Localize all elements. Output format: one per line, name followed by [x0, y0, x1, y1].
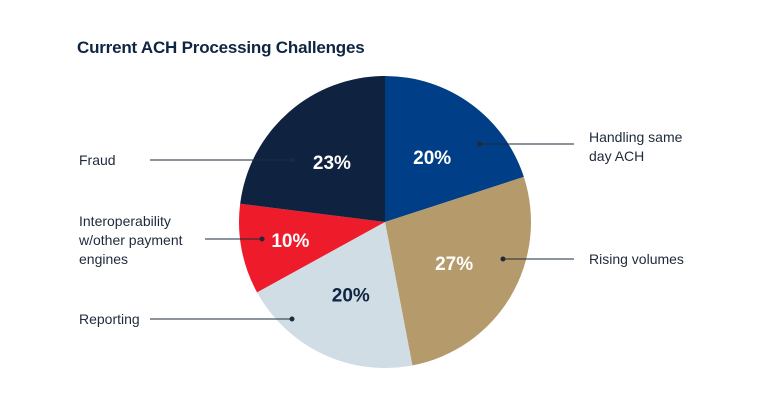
pie-slice-handling-same-day-ach [385, 76, 524, 222]
label-reporting: Reporting [79, 311, 140, 327]
label-rising-volumes: Rising volumes [589, 251, 684, 267]
leader-dot-interop [259, 236, 265, 242]
pie-value-label-handling-same-day-ach: 20% [413, 148, 451, 169]
pie-slice-reporting [257, 222, 413, 368]
pie-slice-rising-volumes [385, 176, 531, 366]
chart-title: Current ACH Processing Challenges [77, 38, 365, 57]
pie-slice-interoperability [239, 203, 385, 293]
leader-dot-fraud [289, 157, 295, 163]
pie-value-label-fraud: 23% [313, 153, 351, 174]
pie-value-label-rising-volumes: 27% [435, 254, 473, 275]
pie-value-label-reporting: 20% [332, 286, 370, 307]
leader-dot-handling [477, 141, 483, 147]
label-interoperability: Interoperability w/other payment engines [79, 213, 183, 267]
pie-slice-fraud [240, 75, 385, 222]
label-fraud: Fraud [79, 152, 116, 168]
label-handling-same-day-ach: Handling same day ACH [589, 129, 683, 164]
pie-value-label-interoperability: 10% [271, 231, 309, 252]
leader-dot-reporting [289, 316, 295, 322]
leader-dot-rising [500, 256, 506, 262]
